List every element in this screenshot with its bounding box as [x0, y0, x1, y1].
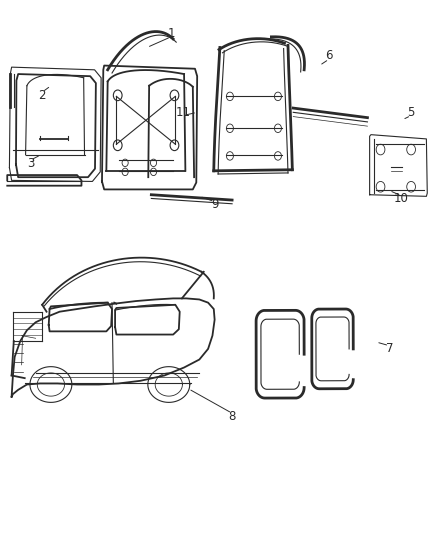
Circle shape — [122, 159, 128, 166]
Circle shape — [150, 159, 156, 166]
Circle shape — [376, 144, 385, 155]
Circle shape — [170, 90, 179, 101]
Circle shape — [226, 92, 233, 101]
Circle shape — [113, 90, 122, 101]
Circle shape — [407, 144, 416, 155]
Text: 7: 7 — [385, 342, 393, 356]
Circle shape — [275, 124, 282, 133]
Circle shape — [226, 124, 233, 133]
Circle shape — [376, 181, 385, 192]
Text: 11: 11 — [176, 106, 191, 119]
Circle shape — [226, 152, 233, 160]
Circle shape — [170, 140, 179, 151]
Text: 9: 9 — [211, 198, 219, 211]
Circle shape — [122, 168, 128, 175]
Text: 2: 2 — [39, 89, 46, 102]
Text: 6: 6 — [325, 50, 333, 62]
Circle shape — [275, 92, 282, 101]
Text: 10: 10 — [394, 192, 409, 206]
Circle shape — [407, 181, 416, 192]
Text: 8: 8 — [228, 410, 236, 423]
Circle shape — [150, 168, 156, 175]
Text: 1: 1 — [167, 27, 175, 40]
Circle shape — [113, 140, 122, 151]
Text: 5: 5 — [407, 106, 415, 119]
Circle shape — [275, 152, 282, 160]
Text: 3: 3 — [27, 157, 34, 171]
